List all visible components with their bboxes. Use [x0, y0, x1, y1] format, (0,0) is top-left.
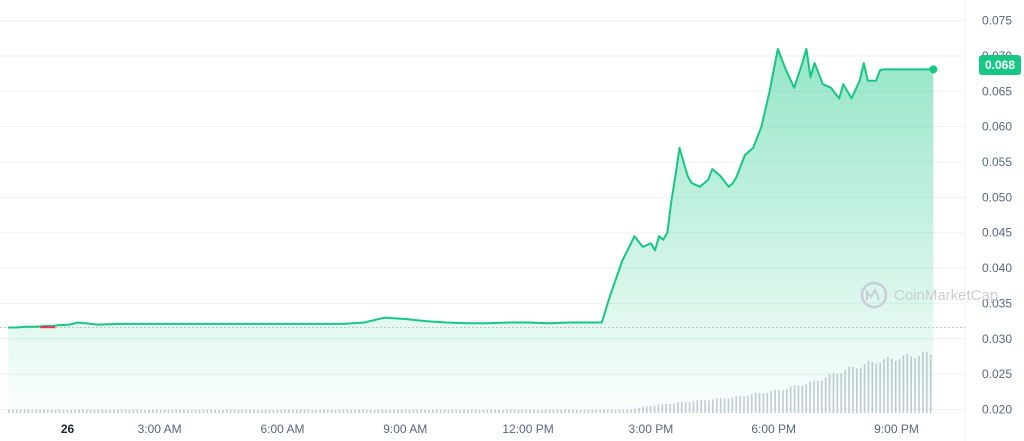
current-price-tag: 0.068 — [979, 55, 1021, 75]
y-tick-label: 0.065 — [982, 84, 1012, 98]
price-series-line — [8, 47, 934, 329]
y-tick-label: 0.055 — [982, 155, 1012, 169]
x-tick-label: 9:00 PM — [874, 422, 919, 436]
y-tick-label: 0.020 — [982, 402, 1012, 416]
x-tick-label: 3:00 PM — [629, 422, 674, 436]
y-tick-label: 0.035 — [982, 296, 1012, 310]
y-tick-label: 0.045 — [982, 226, 1012, 240]
x-axis: 26 3:00 AM 6:00 AM 9:00 AM 12:00 PM 3:00 PM 6:… — [61, 422, 919, 436]
y-tick-label: 0.040 — [982, 261, 1012, 275]
coinmarketcap-logo-icon — [860, 281, 888, 309]
coinmarketcap-logo-mark — [866, 287, 880, 301]
x-tick-label: 26 — [61, 422, 75, 436]
y-tick-label: 0.025 — [982, 367, 1012, 381]
y-tick-label: 0.050 — [982, 190, 1012, 204]
y-tick-label: 0.030 — [982, 332, 1012, 346]
last-price-point — [929, 65, 938, 74]
watermark: CoinMarketCap — [860, 281, 998, 309]
y-tick-label: 0.060 — [982, 120, 1012, 134]
watermark-text: CoinMarketCap — [894, 287, 998, 304]
current-price-tag-bg — [979, 55, 1021, 75]
x-tick-label: 6:00 AM — [260, 422, 304, 436]
x-tick-label: 9:00 AM — [383, 422, 427, 436]
x-tick-label: 3:00 AM — [138, 422, 182, 436]
price-area-fill — [8, 48, 934, 414]
y-tick-label: 0.075 — [982, 14, 1012, 28]
x-tick-label: 6:00 PM — [751, 422, 796, 436]
x-tick-label: 12:00 PM — [502, 422, 553, 436]
current-price-label: 0.068 — [985, 58, 1015, 72]
